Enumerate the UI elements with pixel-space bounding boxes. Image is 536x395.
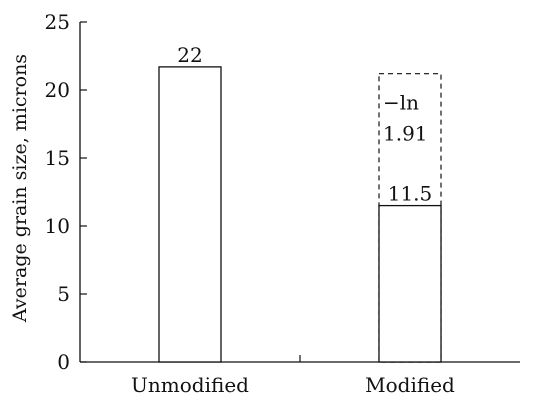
y-tick-label: 20: [45, 78, 70, 102]
axes: [79, 22, 520, 363]
y-ticks: 0 5 10 15 20 25: [45, 10, 87, 374]
bar-modified: [378, 204, 442, 363]
y-axis-label: Average grain size, microns: [9, 54, 31, 323]
x-category-label: Modified: [365, 373, 455, 395]
bars: [158, 66, 442, 363]
y-tick-label: 25: [45, 10, 70, 34]
y-tick-label: 0: [57, 350, 70, 374]
dashed-bar-label-line1: −ln: [383, 91, 419, 115]
data-labels: 22 −ln 1.91 11.5: [177, 43, 432, 206]
x-category-label: Unmodified: [131, 373, 249, 395]
bar-value-label: 11.5: [388, 182, 433, 206]
y-tick-label: 5: [57, 282, 70, 306]
bar-value-label: 22: [177, 43, 202, 67]
dashed-bar-label-line2: 1.91: [383, 122, 428, 146]
y-tick-label: 10: [45, 214, 70, 238]
bar-unmodified: [158, 66, 222, 363]
y-tick-label: 15: [45, 146, 70, 170]
category-labels: Unmodified Modified: [131, 373, 455, 395]
